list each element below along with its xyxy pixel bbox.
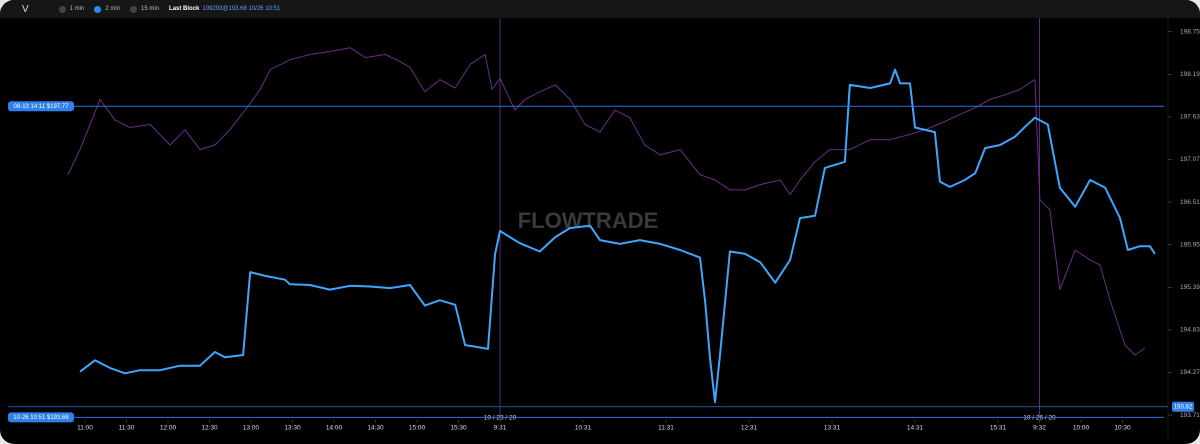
x-tick-label: 13:30: [284, 425, 301, 432]
y-tick-label: 194.27: [1180, 369, 1200, 376]
level-label: 10-26 10:51 $193.68: [13, 415, 69, 421]
x-tick-label: 11:30: [119, 425, 135, 432]
interval-option[interactable]: 15 min: [130, 5, 160, 13]
last-price-tag: [1172, 401, 1194, 412]
last-block-label: Last Block: [169, 6, 200, 12]
y-tick-label: 198.19: [1180, 71, 1200, 78]
x-tick-label: 12:31: [741, 425, 758, 432]
last-block-value: 109293@193.68 10/26 10:51: [202, 6, 281, 12]
x-tick-label: 15:30: [450, 425, 467, 432]
x-tick-label: 15:31: [990, 425, 1007, 432]
x-tick-label: 10:00: [1073, 425, 1090, 432]
toolbar: V 1 min 2 min 15 min Last Block 109293@193…: [0, 0, 1200, 18]
interval-option[interactable]: 2 min: [94, 5, 121, 13]
series-line: [79, 68, 1156, 404]
interval-option[interactable]: 1 min: [58, 5, 85, 13]
x-tick-label: 10:30: [1114, 425, 1131, 432]
x-tick-label: 9:31: [494, 425, 507, 432]
radio[interactable]: [94, 5, 102, 13]
y-tick-label: 195.39: [1180, 284, 1200, 291]
x-tick-label: 12:30: [201, 425, 218, 432]
y-tick-label: 196.51: [1180, 199, 1200, 206]
y-tick-label: 197.07: [1180, 156, 1200, 163]
x-tick-label: 13:31: [824, 425, 841, 432]
x-tick-label: 14:00: [326, 425, 343, 432]
x-tick-label: 11:00: [77, 425, 93, 432]
date-label: 10 / 23 / 20: [484, 415, 517, 422]
y-tick-label: 197.63: [1180, 114, 1200, 121]
y-tick-label: 194.83: [1180, 327, 1200, 334]
x-tick-label: 9:32: [1033, 425, 1046, 432]
y-tick-label: 198.75: [1180, 28, 1200, 35]
level-tag: [8, 412, 74, 423]
x-tick-label: 13:00: [243, 425, 260, 432]
date-label: 10 / 26 / 20: [1023, 415, 1056, 422]
symbol[interactable]: V: [22, 3, 29, 15]
y-tick-label: 193.71: [1180, 412, 1200, 419]
x-tick-label: 14:30: [367, 425, 384, 432]
level-label: 08-13 14:11 $197.77: [14, 104, 70, 110]
watermark: FLOWTRADE: [518, 208, 659, 233]
radio[interactable]: [58, 5, 66, 13]
interval-label: 1 min: [69, 6, 85, 12]
x-tick-label: 12:00: [160, 425, 177, 432]
interval-options: 1 min 2 min 15 min: [58, 5, 169, 13]
interval-label: 15 min: [141, 6, 160, 12]
x-tick-label: 11:31: [658, 425, 674, 432]
x-tick-label: 14:31: [907, 425, 924, 432]
series-line: [67, 47, 1146, 356]
last-price-label: 193.82: [1174, 404, 1193, 410]
y-tick-label: 195.95: [1180, 241, 1200, 248]
x-tick-label: 15:00: [409, 425, 426, 432]
interval-label: 2 min: [105, 6, 121, 12]
level-tag: [8, 101, 74, 112]
x-tick-label: 10:31: [575, 425, 592, 432]
radio[interactable]: [130, 5, 138, 13]
